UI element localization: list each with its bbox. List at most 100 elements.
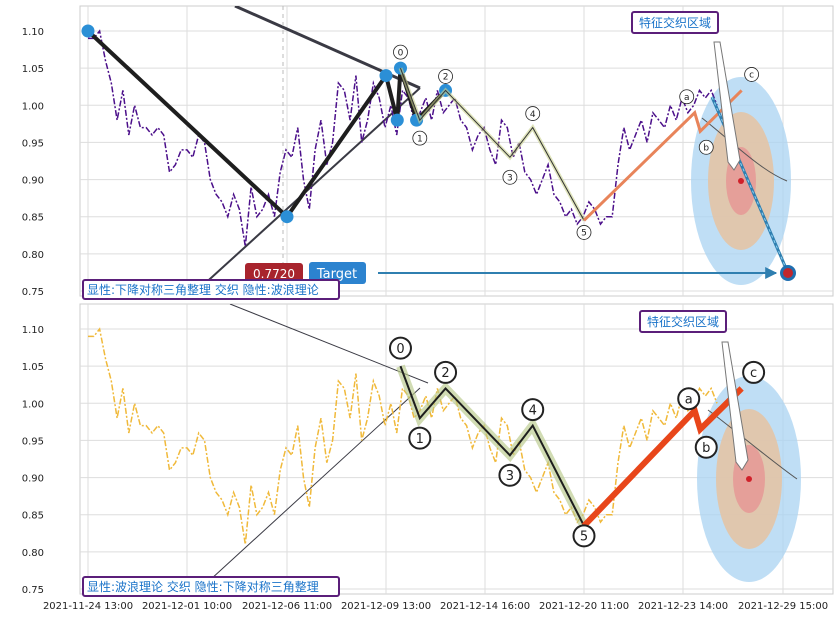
bottom-panel: 0.75 0.80 0.85 0.90 0.95 1.00 1.05 1.10 0 1 2 3 4 5 a…	[22, 303, 834, 597]
top-y-axis: 0.75 0.80 0.85 0.90 0.95 1.00 1.05 1.10	[22, 27, 44, 298]
bottom-pattern-caption-box: 显性:波浪理论 交织 隐性:下降对称三角整理	[82, 576, 340, 597]
triangle-point	[280, 210, 294, 224]
bottom-price-line	[88, 327, 718, 545]
wave-label-circle	[694, 435, 718, 459]
wave-label-circle	[521, 398, 545, 422]
top-price-line	[88, 29, 718, 247]
wave-label: 1	[417, 134, 423, 144]
wave-label: 2	[441, 366, 449, 381]
price-target-badge: 0.7720	[245, 263, 303, 283]
wave-label: 5	[580, 530, 588, 545]
wave-label-circle	[412, 130, 428, 146]
bottom-pattern-caption: 显性:波浪理论 交织 隐性:下降对称三角整理	[87, 579, 319, 594]
y-tick-label: 0.90	[22, 474, 44, 485]
triangle-point	[81, 24, 95, 38]
top-pattern-caption-box: 显性:下降对称三角整理 交织 隐性:波浪理论	[82, 279, 340, 300]
wave-label: 1	[416, 432, 424, 447]
x-tick-label: 2021-12-14 16:00	[440, 601, 530, 612]
wave-label-circle	[576, 225, 592, 240]
x-tick-label: 2021-12-20 11:00	[539, 601, 629, 612]
y-tick-label: 0.90	[22, 176, 44, 187]
wave-label: 3	[507, 174, 513, 184]
wave-label-circle	[572, 524, 596, 548]
zone-center-dot	[738, 178, 744, 184]
y-tick-label: 1.10	[22, 27, 44, 38]
wave-label: a	[685, 392, 693, 407]
wave-label-circle	[679, 89, 695, 105]
y-tick-label: 0.85	[22, 213, 44, 224]
wave-label-circle	[498, 463, 522, 487]
top-abc-line	[582, 89, 743, 222]
wave-label-circle	[677, 387, 701, 411]
wave-label-circle	[698, 139, 714, 155]
wave-label: 3	[506, 469, 514, 484]
zone-curve	[701, 117, 788, 182]
wave-label-circle	[502, 169, 518, 185]
y-tick-label: 1.00	[22, 399, 44, 410]
target-button[interactable]: Target	[309, 262, 366, 284]
wave-label: b	[703, 144, 709, 154]
y-tick-label: 1.00	[22, 101, 44, 112]
top-panel: 0.75 0.80 0.85 0.90 0.95 1.00 1.05 1.10 0 1 2 3 4 5 a…	[22, 5, 834, 300]
wave-label: c	[750, 366, 757, 381]
wave-label: a	[684, 93, 690, 103]
bottom-feature-zone	[697, 376, 801, 582]
zone-pointer-arrow	[713, 41, 741, 171]
top-zone-title-box: 特征交织区域	[631, 11, 719, 34]
zone-pointer-arrow	[721, 341, 749, 471]
y-tick-label: 1.10	[22, 325, 44, 336]
wave-label: 0	[396, 342, 404, 357]
top-wave-labels: 0 1 2 3 4 5 a b c	[393, 44, 760, 240]
wave-label-circle	[393, 44, 408, 60]
top-zone-title: 特征交织区域	[639, 15, 711, 30]
bottom-zone-title-box: 特征交织区域	[639, 310, 727, 333]
x-tick-label: 2021-12-01 10:00	[142, 601, 232, 612]
wave-label: b	[702, 441, 710, 456]
y-tick-label: 1.05	[22, 362, 44, 373]
wave-label: 2	[443, 73, 449, 83]
x-tick-label: 2021-12-06 11:00	[242, 601, 332, 612]
wave-label: 5	[581, 229, 587, 239]
price-target-value: 0.7720	[253, 267, 295, 281]
wave-label-circle	[388, 336, 412, 360]
bottom-upper-trendline	[229, 304, 429, 384]
bottom-y-axis: 0.75 0.80 0.85 0.90 0.95 1.00 1.05 1.10	[22, 325, 44, 596]
wave-label: 0	[398, 48, 404, 58]
y-tick-label: 0.80	[22, 548, 44, 559]
y-tick-label: 0.95	[22, 436, 44, 447]
wave-label: 4	[529, 403, 537, 418]
x-tick-label: 2021-11-24 13:00	[43, 601, 133, 612]
bottom-trendline	[209, 387, 421, 581]
wave-label: 4	[530, 110, 536, 120]
bottom-abc-line	[581, 386, 744, 528]
top-pattern-caption: 显性:下降对称三角整理 交织 隐性:波浪理论	[87, 282, 319, 297]
zone-center-dot	[746, 476, 752, 482]
bottom-wave-labels: 0 1 2 3 4 5 a b c	[388, 336, 766, 548]
y-tick-label: 0.85	[22, 511, 44, 522]
y-tick-label: 0.75	[22, 585, 44, 596]
y-tick-label: 0.95	[22, 138, 44, 149]
x-tick-label: 2021-12-23 14:00	[638, 601, 728, 612]
wave-label-circle	[434, 360, 458, 384]
y-tick-label: 1.05	[22, 64, 44, 75]
triangle-point	[390, 113, 404, 127]
triangle-point	[379, 69, 393, 83]
wave-label-circle	[408, 426, 432, 450]
y-tick-label: 0.75	[22, 287, 44, 298]
x-tick-label: 2021-12-29 15:00	[738, 601, 828, 612]
bottom-zone-title: 特征交织区域	[647, 314, 719, 329]
top-feature-zone	[691, 77, 791, 285]
wave-label-circle	[742, 360, 766, 384]
top-wave-line	[400, 67, 585, 221]
x-axis: 2021-11-24 13:00 2021-12-01 10:00 2021-12-…	[43, 601, 828, 612]
target-point-core	[783, 268, 793, 278]
wave-label-circle	[525, 106, 541, 121]
wave-label-circle	[744, 67, 760, 82]
bottom-wave-line	[399, 365, 585, 527]
target-button-label: Target	[316, 267, 357, 282]
x-tick-label: 2021-12-09 13:00	[341, 601, 431, 612]
wave-label: c	[749, 71, 754, 81]
wave-label-circle	[438, 69, 453, 84]
y-tick-label: 0.80	[22, 250, 44, 261]
